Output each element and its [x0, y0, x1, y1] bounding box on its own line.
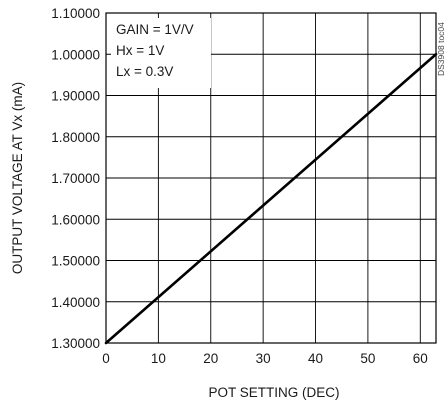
series-layer [104, 52, 438, 345]
grid [105, 12, 436, 344]
y-tick-label: 1.00000 [51, 47, 100, 62]
y-tick-labels: 1.30000 1.40000 1.50000 1.60000 1.70000 1.800… [51, 6, 100, 351]
annotation-lx: Lx = 0.3V [116, 64, 173, 79]
y-tick-label: 1.90000 [51, 89, 100, 104]
y-tick-label: 1.30000 [51, 336, 100, 351]
x-tick-label: 40 [308, 351, 323, 366]
y-axis-label: OUTPUT VOLTAGE AT Vx (mA) [10, 82, 25, 274]
x-tick-label: 30 [256, 351, 271, 366]
annotation-gain: GAIN = 1V/V [116, 22, 194, 37]
y-tick-label: 1.10000 [51, 6, 100, 21]
y-tick-label: 1.80000 [51, 130, 100, 145]
x-tick-label: 60 [413, 351, 428, 366]
figure-id: DS3908 toc04 [436, 22, 446, 76]
annotation-box [111, 18, 211, 88]
y-tick-label: 1.50000 [51, 254, 100, 269]
y-tick-label: 1.60000 [51, 212, 100, 227]
annotation-hx: Hx = 1V [116, 43, 164, 58]
y-tick-label: 1.70000 [51, 171, 100, 186]
x-tick-label: 10 [151, 351, 166, 366]
x-tick-labels: 0 10 20 30 40 50 60 [102, 351, 428, 366]
x-tick-label: 20 [203, 351, 218, 366]
plot-frame [105, 12, 437, 344]
x-tick-label: 50 [360, 351, 375, 366]
y-tick-label: 1.40000 [51, 295, 100, 310]
series-line-0 [104, 52, 438, 345]
x-axis-label: POT SETTING (DEC) [208, 385, 339, 400]
x-tick-label: 0 [102, 351, 110, 366]
